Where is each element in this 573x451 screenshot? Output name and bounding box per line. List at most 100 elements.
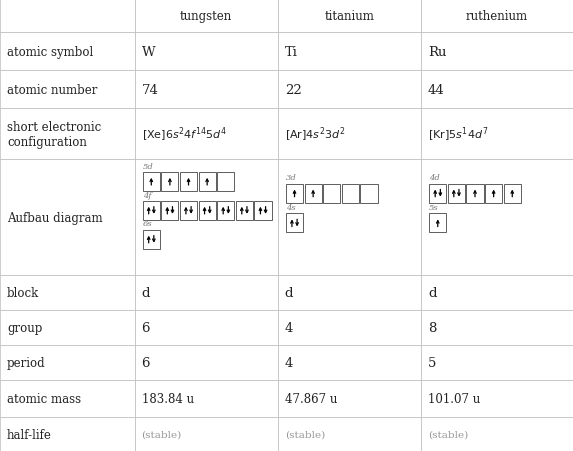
Text: 4: 4	[285, 357, 293, 369]
Text: Aufbau diagram: Aufbau diagram	[7, 211, 103, 224]
Text: d: d	[142, 286, 150, 299]
Text: $[\mathregular{Kr}]5s^14d^7$: $[\mathregular{Kr}]5s^14d^7$	[428, 125, 488, 143]
Bar	[421, 33, 573, 71]
Bar	[504, 184, 521, 203]
Text: W: W	[142, 46, 155, 59]
Text: atomic mass: atomic mass	[7, 392, 81, 405]
Bar	[286, 184, 303, 203]
Bar	[278, 33, 421, 71]
Bar	[143, 230, 160, 249]
Text: Ti: Ti	[285, 46, 297, 59]
Bar	[278, 160, 421, 276]
Text: 5: 5	[428, 357, 437, 369]
Text: 6: 6	[142, 322, 150, 335]
Bar	[135, 381, 278, 417]
Bar	[254, 201, 272, 220]
Bar	[448, 184, 465, 203]
Text: period: period	[7, 357, 45, 369]
Text: d: d	[428, 286, 437, 299]
Bar	[0, 381, 135, 417]
Text: short electronic
configuration: short electronic configuration	[7, 120, 101, 148]
Bar	[485, 184, 502, 203]
Bar	[135, 160, 278, 276]
Bar	[0, 311, 135, 345]
Text: ruthenium: ruthenium	[466, 10, 528, 23]
Bar	[0, 109, 135, 160]
Bar	[421, 71, 573, 109]
Bar	[360, 184, 378, 203]
Bar	[421, 345, 573, 381]
Text: 6: 6	[142, 357, 150, 369]
Bar	[286, 214, 303, 233]
Bar	[421, 381, 573, 417]
Bar	[0, 71, 135, 109]
Text: 8: 8	[428, 322, 437, 335]
Bar	[421, 109, 573, 160]
Text: atomic number: atomic number	[7, 83, 97, 97]
Text: (stable): (stable)	[428, 429, 468, 438]
Text: tungsten: tungsten	[180, 10, 233, 23]
Text: atomic symbol: atomic symbol	[7, 46, 93, 59]
Text: 4d: 4d	[429, 174, 440, 182]
Bar	[0, 417, 135, 451]
Text: 5d: 5d	[143, 162, 154, 170]
Bar	[278, 109, 421, 160]
Bar	[199, 172, 216, 191]
Text: block: block	[7, 286, 39, 299]
Text: 101.07 u: 101.07 u	[428, 392, 480, 405]
Bar	[0, 33, 135, 71]
Bar	[135, 71, 278, 109]
Bar	[143, 201, 160, 220]
Bar	[217, 201, 234, 220]
Bar	[135, 311, 278, 345]
Bar	[135, 276, 278, 311]
Bar	[143, 172, 160, 191]
Bar	[278, 345, 421, 381]
Text: 4f: 4f	[143, 191, 151, 199]
Bar	[278, 276, 421, 311]
Bar	[421, 417, 573, 451]
Text: $[\mathregular{Xe}]6s^24f^{14}5d^4$: $[\mathregular{Xe}]6s^24f^{14}5d^4$	[142, 125, 227, 143]
Bar	[135, 109, 278, 160]
Bar	[135, 0, 278, 33]
Bar	[162, 172, 179, 191]
Bar	[429, 184, 446, 203]
Bar	[135, 417, 278, 451]
Bar	[429, 214, 446, 233]
Text: 6s: 6s	[143, 220, 152, 228]
Text: 3d: 3d	[286, 174, 297, 182]
Bar	[305, 184, 322, 203]
Text: $[\mathregular{Ar}]4s^23d^2$: $[\mathregular{Ar}]4s^23d^2$	[285, 125, 346, 143]
Text: (stable): (stable)	[285, 429, 325, 438]
Text: group: group	[7, 322, 42, 335]
Bar	[162, 201, 179, 220]
Bar	[0, 0, 135, 33]
Text: 4: 4	[285, 322, 293, 335]
Bar	[199, 201, 216, 220]
Text: 22: 22	[285, 83, 301, 97]
Bar	[278, 417, 421, 451]
Bar	[421, 311, 573, 345]
Bar	[0, 160, 135, 276]
Bar	[278, 71, 421, 109]
Bar	[135, 33, 278, 71]
Bar	[0, 276, 135, 311]
Text: 74: 74	[142, 83, 158, 97]
Bar	[421, 0, 573, 33]
Bar	[0, 345, 135, 381]
Bar	[421, 276, 573, 311]
Text: half-life: half-life	[7, 428, 52, 441]
Bar	[421, 160, 573, 276]
Bar	[180, 172, 197, 191]
Text: 44: 44	[428, 83, 445, 97]
Text: (stable): (stable)	[142, 429, 182, 438]
Text: 183.84 u: 183.84 u	[142, 392, 194, 405]
Bar	[236, 201, 253, 220]
Text: Ru: Ru	[428, 46, 446, 59]
Bar	[323, 184, 340, 203]
Text: 47.867 u: 47.867 u	[285, 392, 337, 405]
Bar	[278, 311, 421, 345]
Bar	[278, 0, 421, 33]
Bar	[217, 172, 234, 191]
Text: 4s: 4s	[286, 204, 296, 212]
